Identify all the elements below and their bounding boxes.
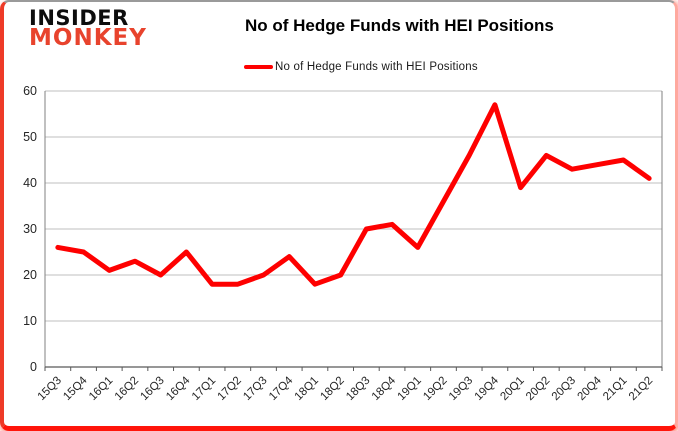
y-axis-tick-label: 0 — [30, 360, 37, 374]
x-axis-tick-label: 20Q2 — [524, 375, 552, 403]
y-axis-tick-label: 50 — [23, 130, 37, 144]
x-axis-tick-label: 19Q4 — [473, 374, 502, 403]
legend: No of Hedge Funds with HEI Positions — [244, 61, 478, 73]
x-axis-tick-label: 16Q1 — [87, 375, 115, 403]
x-axis-tick-label: 15Q4 — [61, 374, 90, 403]
x-axis-tick-label: 19Q1 — [396, 375, 424, 403]
legend-line-swatch — [244, 65, 273, 69]
x-axis-tick-label: 17Q2 — [216, 375, 244, 403]
x-axis-tick-label: 16Q3 — [138, 375, 166, 403]
y-axis-tick-label: 10 — [23, 314, 37, 328]
y-axis-tick-label: 60 — [23, 84, 37, 98]
x-axis-tick-label: 20Q1 — [498, 375, 526, 403]
y-axis-tick-label: 30 — [23, 222, 37, 236]
legend-label: No of Hedge Funds with HEI Positions — [275, 61, 478, 73]
x-axis-tick-label: 20Q3 — [550, 375, 578, 403]
x-axis-tick-label: 20Q4 — [575, 374, 604, 403]
x-axis-tick-label: 18Q1 — [293, 375, 321, 403]
insider-monkey-logo: INSIDER MONKEY — [29, 6, 147, 52]
page-title: No of Hedge Funds with HEI Positions — [245, 16, 554, 35]
x-axis-tick-label: 21Q2 — [627, 375, 655, 403]
y-axis-tick-label: 40 — [23, 176, 37, 190]
x-axis-tick-label: 16Q2 — [113, 375, 141, 403]
logo-line-monkey: MONKEY — [29, 25, 147, 52]
x-axis-tick-label: 21Q1 — [601, 375, 629, 403]
logo-line-insider: INSIDER — [29, 6, 129, 30]
x-axis-tick-label: 19Q3 — [447, 375, 475, 403]
x-axis-tick-label: 18Q3 — [344, 375, 372, 403]
x-axis-tick-label: 18Q2 — [318, 375, 346, 403]
x-axis-tick-label: 17Q4 — [267, 374, 296, 403]
y-axis-tick-label: 20 — [23, 268, 37, 282]
x-axis-tick-label: 19Q2 — [421, 375, 449, 403]
x-axis-tick-label: 17Q1 — [190, 375, 218, 403]
x-axis-tick-label: 16Q4 — [164, 374, 193, 403]
x-axis-tick-label: 18Q4 — [370, 374, 399, 403]
x-axis-tick-label: 15Q3 — [36, 375, 64, 403]
series-line — [55, 102, 652, 287]
x-axis-tick-label: 17Q3 — [241, 375, 269, 403]
line-chart: 010203040506015Q315Q416Q116Q216Q316Q417Q… — [23, 84, 663, 403]
